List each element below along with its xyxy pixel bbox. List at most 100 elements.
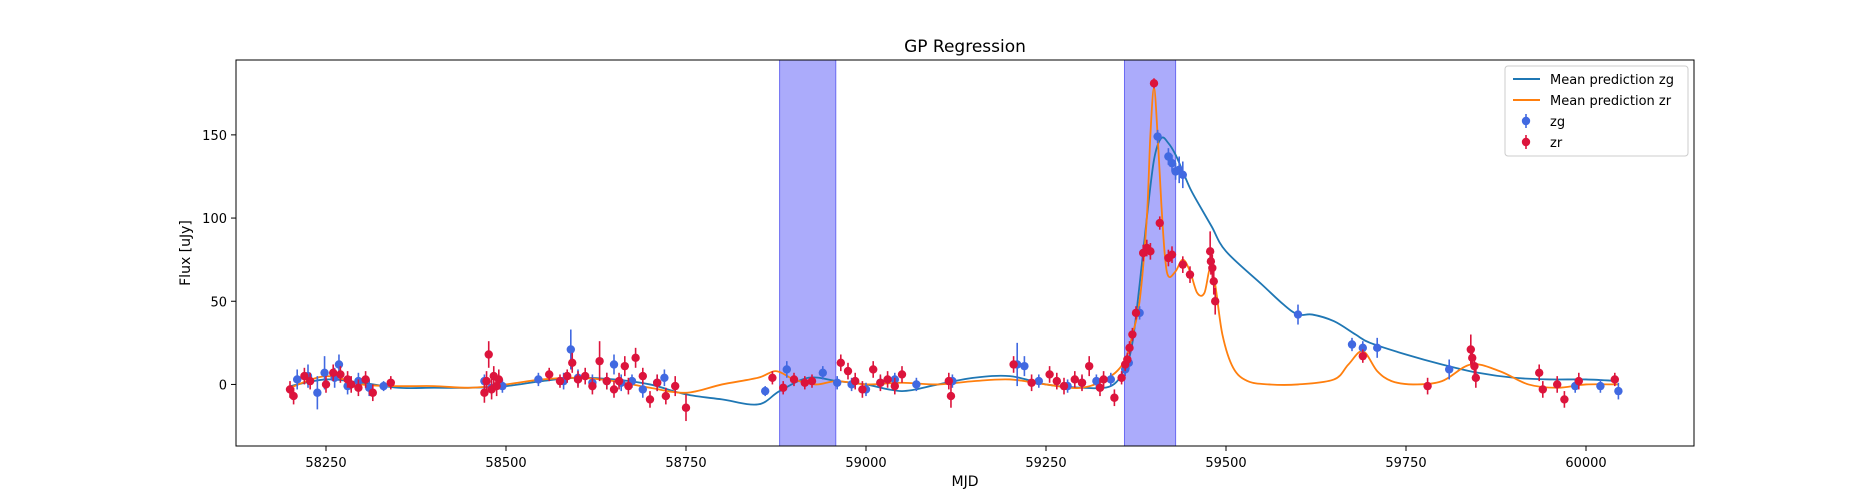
legend-marker-swatch — [1521, 137, 1531, 147]
data-point-zg — [534, 375, 543, 384]
data-point-zr — [1149, 79, 1159, 88]
data-point-zr — [300, 371, 309, 381]
data-point-zg — [334, 360, 344, 369]
data-point-zg — [1178, 170, 1188, 180]
data-point-zr — [368, 388, 377, 397]
data-point-zr — [482, 376, 491, 386]
data-point-zr — [329, 368, 338, 377]
data-point-zg — [1153, 132, 1162, 141]
data-point-zr — [1128, 330, 1137, 339]
data-points — [285, 78, 1623, 422]
data-point-zr — [1146, 247, 1155, 256]
legend-marker-swatch — [1521, 116, 1531, 126]
data-point-zr — [285, 385, 295, 394]
data-point-zr — [1077, 378, 1087, 387]
data-point-zr — [545, 370, 554, 379]
data-point-zr — [1131, 308, 1141, 318]
data-point-zg — [1092, 376, 1101, 386]
legend: Mean prediction zg Mean prediction zr zg zr — [1504, 65, 1689, 157]
data-point-zr — [1125, 343, 1134, 353]
data-point-zr — [671, 381, 680, 391]
data-point-zr — [807, 376, 817, 386]
data-point-zr — [1099, 375, 1108, 384]
data-point-zr — [1045, 370, 1054, 379]
data-point-zr — [1574, 376, 1584, 386]
data-point-zg — [566, 345, 575, 354]
data-point-zr — [768, 373, 777, 382]
legend-label: Mean prediction zr — [1550, 94, 1672, 109]
legend-box — [1504, 65, 1689, 157]
data-point-zr — [555, 376, 565, 386]
y-tick-label: 150 — [202, 129, 227, 144]
data-point-zg — [1445, 365, 1454, 374]
data-point-zr — [836, 358, 845, 368]
data-point-zr — [851, 376, 860, 386]
x-tick-label: 58500 — [485, 456, 526, 471]
data-point-zr — [354, 383, 363, 392]
data-point-zr — [944, 376, 953, 386]
shaded-region — [779, 59, 837, 447]
data-point-zr — [1009, 360, 1018, 369]
data-point-zr — [858, 385, 867, 394]
chart-title: GP Regression — [904, 37, 1026, 57]
data-point-zr — [1110, 393, 1119, 402]
data-point-zr — [1466, 345, 1476, 354]
data-point-zr — [1155, 218, 1164, 228]
data-point-zr — [1211, 297, 1220, 306]
data-point-zr — [681, 403, 691, 412]
data-point-zr — [1123, 355, 1132, 364]
data-point-zg — [1020, 361, 1029, 371]
data-point-zr — [494, 375, 503, 384]
data-point-zr — [1027, 378, 1036, 387]
data-point-zg — [320, 368, 329, 377]
x-axis-label: MJD — [952, 474, 979, 490]
data-point-zr — [620, 361, 629, 371]
data-point-zr — [1560, 395, 1569, 404]
data-point-zr — [631, 353, 640, 363]
data-point-zr — [386, 378, 395, 387]
axis-ticks: 58250 58500 58750 59000 59250 59500 59750 60000… — [202, 129, 1607, 471]
y-tick-label: 50 — [210, 295, 227, 310]
data-point-zr — [869, 365, 878, 374]
data-point-zr — [1059, 381, 1069, 391]
data-point-zr — [1178, 260, 1188, 269]
data-point-zg — [638, 385, 647, 394]
data-point-zg — [293, 375, 302, 384]
data-point-zr — [1185, 270, 1195, 279]
data-point-zg — [1164, 152, 1173, 161]
data-point-zr — [347, 380, 356, 389]
data-point-zr — [779, 383, 788, 392]
data-point-zr — [897, 370, 907, 379]
data-point-zr — [800, 378, 809, 387]
data-point-zr — [1208, 263, 1217, 273]
data-point-zr — [1117, 373, 1126, 382]
data-point-zr — [876, 378, 885, 387]
data-point-zg — [1373, 343, 1382, 353]
x-tick-label: 59750 — [1385, 456, 1426, 471]
data-point-zr — [568, 358, 577, 368]
data-point-zg — [1614, 386, 1623, 396]
data-point-zr — [1209, 277, 1218, 286]
data-point-zg — [1167, 158, 1177, 168]
axes-frame — [235, 59, 1695, 447]
y-tick-label: 0 — [219, 378, 227, 393]
data-point-zr — [1423, 381, 1432, 391]
data-point-zr — [1471, 373, 1481, 382]
y-tick-label: 100 — [202, 212, 227, 227]
data-point-zr — [602, 376, 611, 386]
data-point-zr — [581, 371, 590, 381]
data-point-zr — [321, 380, 331, 389]
data-point-zr — [638, 371, 647, 381]
data-point-zr — [1167, 250, 1177, 259]
data-point-zg — [1358, 343, 1368, 353]
data-point-zr — [305, 376, 315, 386]
data-point-zr — [661, 391, 671, 401]
data-point-zr — [1052, 376, 1062, 386]
data-point-zr — [1553, 380, 1562, 389]
x-tick-label: 59000 — [845, 456, 886, 471]
data-point-zr — [1535, 368, 1544, 377]
data-point-zr — [1070, 375, 1080, 384]
y-axis-label: Flux [uJy] — [178, 220, 194, 286]
x-tick-label: 59250 — [1025, 456, 1066, 471]
